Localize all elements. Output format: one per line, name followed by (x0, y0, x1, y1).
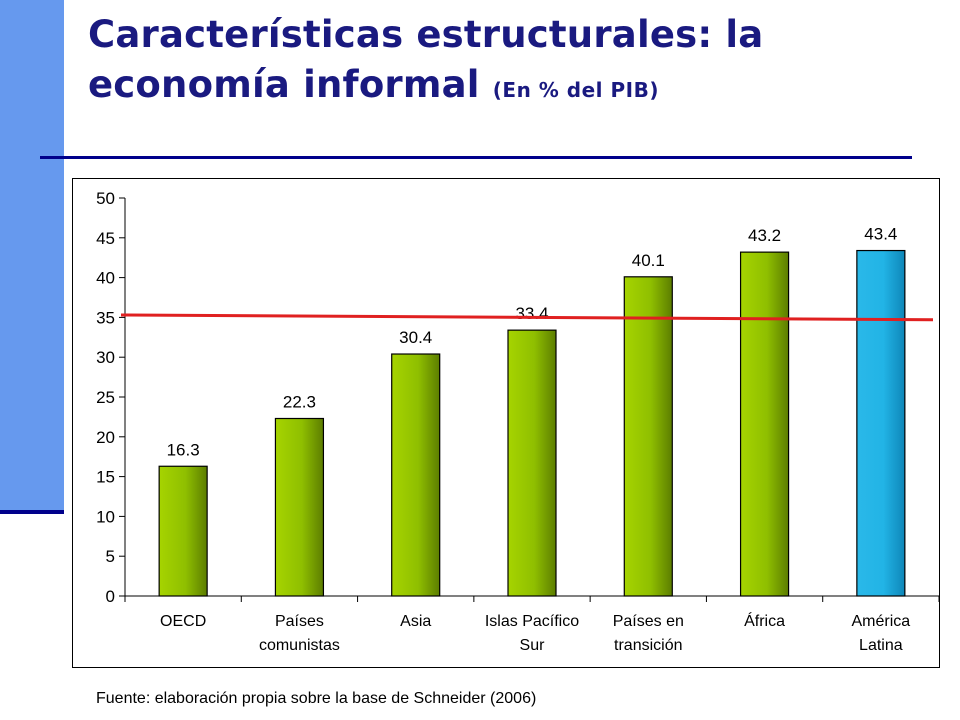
data-label: 33.4 (515, 304, 548, 323)
y-tick-label: 40 (96, 269, 115, 288)
x-tick-label: Islas Pacífico (485, 613, 579, 630)
side-accent-line (0, 510, 64, 514)
x-tick-label: América (852, 613, 911, 630)
bar-3 (391, 353, 441, 597)
y-tick-label: 10 (96, 507, 115, 526)
y-tick-label: 30 (96, 348, 115, 367)
title-subtitle: (En % del PIB) (492, 78, 659, 102)
y-tick-label: 5 (106, 547, 115, 566)
x-tick-label: África (744, 611, 785, 630)
data-label: 40.1 (632, 251, 665, 270)
data-label: 16.3 (167, 440, 200, 459)
data-label: 30.4 (399, 328, 432, 347)
bar-5 (623, 276, 673, 597)
y-tick-label: 20 (96, 428, 115, 447)
y-tick-label: 0 (106, 587, 115, 606)
data-label: 22.3 (283, 392, 316, 411)
y-tick-label: 50 (96, 189, 115, 208)
bar-chart: 0 5 10 15 20 25 30 35 40 45 50 16.3 OECD 22.3 Países co… (96, 189, 939, 654)
data-label: 43.2 (748, 226, 781, 245)
side-accent-bar (0, 0, 64, 512)
x-tick-label: comunistas (259, 637, 340, 654)
x-tick-label: Latina (859, 637, 903, 654)
x-tick-label: Sur (520, 637, 546, 654)
source-note: Fuente: elaboración propia sobre la base… (96, 690, 537, 707)
x-tick-label: transición (614, 637, 682, 654)
y-tick-label: 45 (96, 229, 115, 248)
y-tick-label: 25 (96, 388, 115, 407)
title-main: Características estructurales: la econom… (88, 13, 764, 106)
bar-6 (739, 251, 790, 597)
data-label: 43.4 (864, 225, 897, 244)
bar-2 (274, 417, 325, 597)
bar-7 (856, 249, 906, 597)
chart-frame: 0 5 10 15 20 25 30 35 40 45 50 16.3 OECD 22.3 Países co… (72, 178, 940, 668)
reference-line (120, 313, 934, 322)
y-tick-label: 15 (96, 468, 115, 487)
bar-4 (507, 329, 557, 597)
x-tick-label: Asia (400, 613, 431, 630)
title-divider (40, 156, 912, 159)
bar-1 (158, 465, 208, 597)
x-tick-label: Países (275, 613, 324, 630)
y-tick-label: 35 (96, 308, 115, 327)
slide-title: Características estructurales: la econom… (88, 10, 938, 115)
x-tick-label: Países en (613, 613, 684, 630)
x-tick-label: OECD (160, 613, 206, 630)
